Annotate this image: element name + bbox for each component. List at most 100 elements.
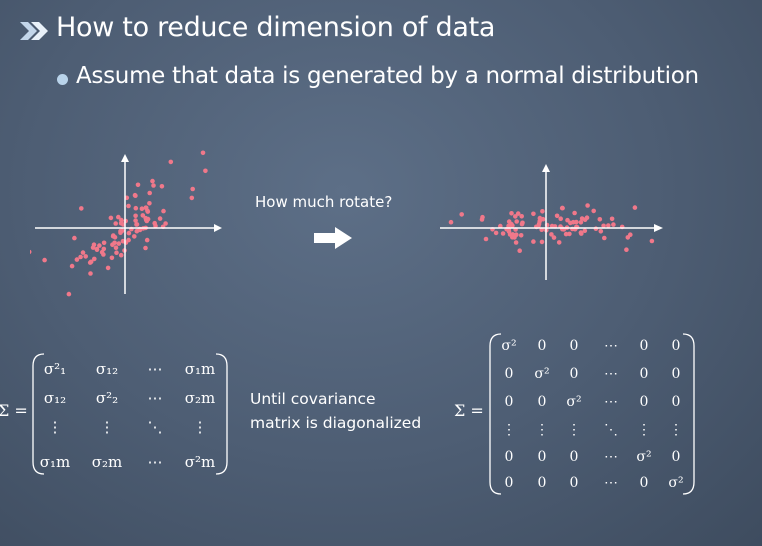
scatter-point [601, 223, 606, 229]
scatter-point [101, 240, 107, 246]
scatter-point [143, 245, 148, 251]
scatter-point [90, 245, 96, 250]
scatter-point [549, 232, 554, 237]
matrix-cell: σ₁m [185, 360, 215, 378]
sigma-equals-left: Σ = [0, 401, 28, 420]
scatter-point [157, 216, 163, 221]
matrix-cell: ⋮ [637, 422, 651, 438]
matrix-cell: 0 [672, 366, 681, 382]
x-axis-arrowhead [214, 224, 222, 232]
scatter-point [649, 238, 655, 244]
scatter-point [551, 235, 557, 240]
scatter-point [624, 247, 629, 252]
scatter-point [585, 203, 590, 208]
matrix-cell: 0 [538, 449, 547, 465]
right-bracket [215, 353, 228, 475]
scatter-point [578, 220, 584, 225]
matrix-cell: ⋯ [604, 394, 618, 410]
scatter-point [628, 232, 633, 237]
scatter-point [190, 186, 195, 192]
scatter-point [539, 239, 545, 245]
scatter-point [579, 216, 585, 221]
scatter-point [567, 231, 572, 237]
scatter-point [459, 212, 464, 217]
matrix-cell: σ²₁ [44, 360, 66, 378]
matrix-cell: σ² [668, 475, 683, 491]
matrix-cell: σ² [636, 449, 651, 465]
scatter-point [611, 222, 616, 227]
matrix-cell: 0 [505, 449, 514, 465]
matrix-cell: σ² [566, 394, 581, 410]
scatter-point [134, 222, 139, 227]
scatter-point [519, 214, 524, 219]
scatter-point [591, 208, 596, 214]
matrix-cell: σ₁m [40, 453, 70, 471]
scatter-point [606, 223, 611, 228]
scatter-point [189, 195, 195, 201]
matrix-cell: σ² [501, 338, 516, 354]
scatter-point [483, 236, 489, 242]
scatter-point [74, 257, 80, 262]
matrix-cell: 0 [505, 475, 514, 491]
matrix-cell: 0 [640, 366, 649, 382]
matrix-cell: 0 [538, 338, 547, 354]
scatter-point [568, 220, 573, 226]
scatter-point [558, 216, 563, 221]
scatter-point [200, 150, 206, 156]
matrix-cell: 0 [538, 475, 547, 491]
scatter-point [126, 230, 132, 236]
matrix-cell: ⋯ [604, 338, 618, 354]
scatter-point [126, 237, 131, 243]
scatter-point [88, 271, 93, 276]
scatter-plot-correlated [30, 150, 222, 297]
matrix-cell: 0 [672, 394, 681, 410]
scatter-point [632, 205, 638, 210]
scatter-point [540, 209, 545, 214]
scatter-point [506, 219, 512, 224]
scatter-point [140, 213, 146, 218]
scatter-point [517, 248, 522, 253]
bullet-dot [57, 74, 68, 85]
scatter-point [579, 231, 584, 236]
scatter-point [448, 219, 454, 225]
scatter-point [126, 203, 131, 209]
caption-line-1: Until covariance [250, 390, 376, 408]
scatter-point [598, 229, 604, 234]
matrix-cell: ⋮ [535, 422, 549, 438]
scatter-point [163, 221, 168, 226]
scatter-point [78, 254, 83, 260]
scatter-point [92, 256, 97, 262]
matrix-cell: ⋱ [148, 418, 163, 436]
scatter-point [151, 183, 156, 188]
bullet-text: Assume that data is generated by a norma… [76, 63, 699, 89]
scatter-point [531, 239, 536, 244]
matrix-cell: 0 [538, 394, 547, 410]
scatter-point [145, 208, 150, 214]
scatter-point [79, 206, 84, 211]
matrix-cell: 0 [570, 475, 579, 491]
scatter-point [94, 246, 100, 252]
scatter-point [518, 233, 524, 238]
scatter-point [97, 243, 102, 248]
scatter-point [118, 252, 124, 258]
scatter-point [556, 240, 562, 245]
matrix-cell: σ₁₂ [44, 389, 66, 407]
scatter-point [119, 217, 124, 223]
scatter-point [132, 192, 138, 198]
matrix-cell: 0 [672, 449, 681, 465]
scatter-point [111, 233, 116, 238]
left-bracket [32, 353, 45, 475]
scatter-point [108, 215, 114, 221]
scatter-point [113, 245, 119, 250]
scatter-point [514, 232, 519, 237]
scatter-point [563, 231, 569, 237]
scatter-point [554, 213, 560, 219]
scatter-point [135, 182, 141, 188]
scatter-point [152, 220, 157, 226]
sigma-equals-right: Σ = [454, 401, 484, 420]
matrix-cell: 0 [570, 338, 579, 354]
right-bracket [682, 333, 695, 495]
scatter-point [519, 221, 525, 227]
scatter-point [507, 232, 513, 237]
scatter-point [69, 263, 75, 269]
